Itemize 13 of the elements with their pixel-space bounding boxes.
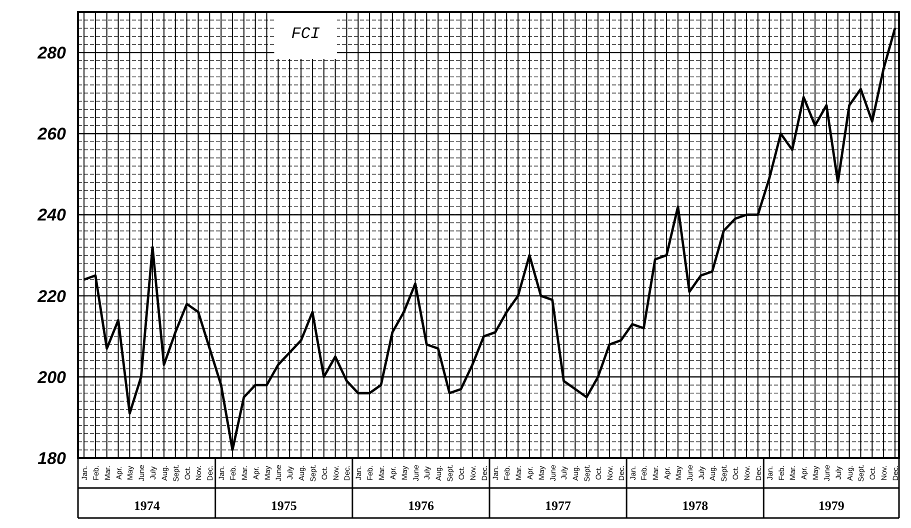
text: 1975 [270,498,298,513]
y-tick-label: 180 [38,449,67,468]
text: 1977 [545,498,572,513]
text: 1979 [818,498,845,513]
y-tick-label: 240 [36,206,67,225]
text: 1978 [682,498,709,513]
text: FCI [291,25,320,43]
y-tick-label: 200 [36,368,67,387]
y-tick-label: 220 [36,286,67,306]
y-tick-label: 260 [36,124,67,144]
y-tick-label: 280 [36,44,67,63]
text: 1974 [134,498,160,513]
text: 1976 [408,498,434,513]
